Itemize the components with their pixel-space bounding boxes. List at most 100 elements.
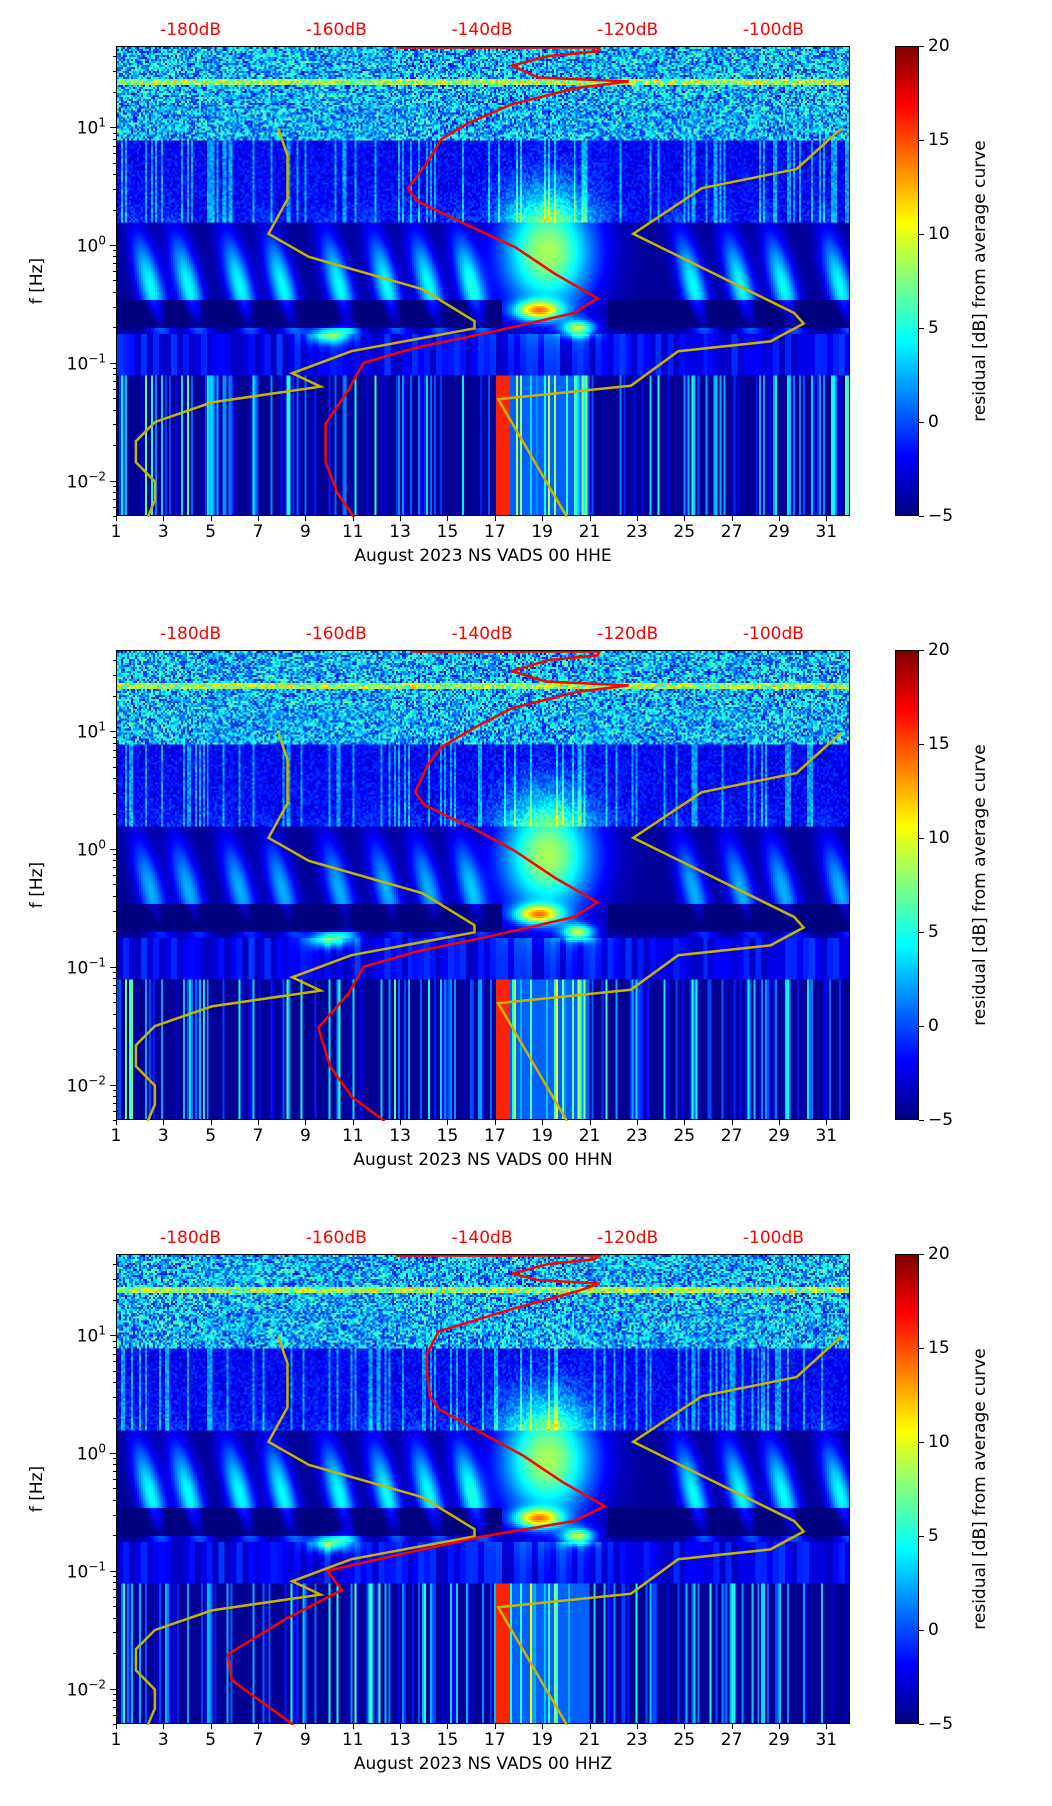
x-tick-label: 21 — [578, 522, 601, 542]
x-tick-mark — [305, 1120, 307, 1125]
high-noise-model-curve — [496, 127, 843, 517]
top-axis-db-label: -100dB — [742, 1228, 804, 1248]
x-tick-label: 11 — [341, 1730, 364, 1750]
y-axis-label: f [Hz] — [27, 257, 48, 305]
x-tick-mark — [352, 516, 354, 521]
y-minor-tick — [113, 1120, 116, 1121]
x-tick-label: 23 — [626, 1126, 648, 1146]
y-minor-tick — [113, 792, 116, 794]
y-minor-tick — [113, 1479, 116, 1481]
y-minor-tick — [113, 1471, 116, 1473]
y-minor-tick — [113, 132, 116, 134]
x-tick-label: 17 — [484, 1730, 506, 1750]
y-minor-tick — [113, 368, 116, 370]
y-minor-tick — [113, 1028, 116, 1030]
x-tick-mark — [352, 1120, 354, 1125]
curves-overlay — [134, 1255, 843, 1725]
y-minor-tick — [113, 388, 116, 390]
y-minor-tick — [113, 138, 116, 140]
x-tick-mark — [636, 1120, 638, 1125]
y-tick-label: 10−2 — [67, 1677, 106, 1700]
y-minor-tick — [113, 742, 116, 744]
average-psd-curve — [324, 47, 629, 517]
x-tick-label: 3 — [157, 1126, 169, 1146]
y-minor-tick — [113, 1264, 116, 1266]
y-minor-tick — [113, 895, 116, 897]
x-tick-label: 15 — [436, 522, 459, 542]
y-tick-label: 100 — [77, 1442, 106, 1465]
x-tick-mark — [447, 1120, 449, 1125]
y-tick-base: 10 — [66, 958, 89, 979]
x-tick-label: 31 — [815, 1126, 838, 1146]
y-minor-tick — [113, 972, 116, 974]
colorbar-tick-mark — [919, 46, 924, 47]
y-minor-tick — [113, 1464, 116, 1466]
y-tick-mark — [110, 1335, 116, 1337]
x-tick-mark — [258, 1120, 260, 1125]
x-tick-mark — [163, 516, 165, 521]
x-tick-label: 13 — [389, 1126, 411, 1146]
y-tick-mark — [110, 1453, 116, 1455]
colorbar-tick-label: 10 — [928, 1432, 950, 1452]
y-minor-tick — [113, 978, 116, 980]
x-tick-label: 21 — [578, 1730, 601, 1750]
y-minor-tick — [113, 1576, 116, 1578]
y-tick-label: 101 — [77, 720, 106, 743]
x-tick-mark — [494, 516, 496, 521]
y-minor-tick — [113, 1606, 116, 1608]
y-minor-tick — [113, 660, 116, 662]
y-minor-tick — [113, 1102, 116, 1104]
y-minor-tick — [113, 749, 116, 751]
colorbar-tick-label: 5 — [928, 318, 939, 338]
x-tick-mark — [210, 1120, 212, 1125]
x-tick-mark — [116, 1120, 117, 1125]
y-tick-exponent: −1 — [88, 1559, 106, 1574]
x-tick-mark — [778, 516, 780, 521]
y-minor-tick — [113, 280, 116, 282]
y-axis-label: f [Hz] — [27, 1465, 48, 1513]
y-tick-base: 10 — [66, 1679, 89, 1700]
colorbar-tick-mark — [919, 1536, 924, 1537]
x-tick-label: 17 — [484, 1126, 506, 1146]
colorbar-tick-mark — [919, 744, 924, 745]
x-tick-label: 19 — [531, 522, 554, 542]
y-minor-tick — [113, 1346, 116, 1348]
y-tick-exponent: −1 — [88, 351, 106, 366]
y-minor-tick — [113, 931, 116, 933]
x-tick-label: 29 — [768, 522, 790, 542]
y-minor-tick — [113, 675, 116, 677]
x-tick-mark — [258, 1724, 260, 1729]
y-tick-exponent: 1 — [98, 1323, 106, 1338]
top-axis-db-label: -140dB — [451, 20, 513, 40]
x-tick-label: 25 — [673, 1126, 696, 1146]
colorbar-tick-label: −5 — [928, 1714, 954, 1734]
colorbar-tick-label: 5 — [928, 922, 939, 942]
y-axis-label: f [Hz] — [27, 861, 48, 909]
plot-area — [116, 1254, 850, 1725]
x-tick-label: 23 — [626, 1730, 648, 1750]
colorbar — [895, 650, 919, 1120]
low-noise-model-curve — [134, 1335, 476, 1725]
x-tick-mark — [636, 1724, 638, 1729]
x-tick-label: 11 — [341, 1126, 364, 1146]
colorbar-tick-mark — [919, 140, 924, 141]
x-tick-label: 29 — [768, 1730, 790, 1750]
x-tick-mark — [447, 1724, 449, 1729]
y-tick-mark — [110, 849, 116, 851]
y-tick-base: 10 — [66, 354, 89, 375]
curves-overlay — [134, 47, 843, 517]
y-minor-tick — [113, 1535, 116, 1537]
y-tick-base: 10 — [66, 1075, 89, 1096]
y-minor-tick — [113, 985, 116, 987]
y-tick-mark — [110, 480, 116, 482]
top-axis-db-label: -160dB — [305, 20, 367, 40]
colorbar-tick-label: 20 — [928, 640, 950, 660]
y-tick-label: 10−2 — [67, 1073, 106, 1096]
spectrogram-panel-2: 1 3 5 7 9 11 13 15 17 19 21 23 25 27 29 31 -180dB -160dB -… — [0, 624, 1052, 1250]
x-tick-label: 17 — [484, 522, 506, 542]
y-minor-tick — [113, 1617, 116, 1619]
y-minor-tick — [113, 1340, 116, 1342]
x-tick-mark — [116, 516, 117, 521]
x-tick-mark — [305, 1724, 307, 1729]
y-minor-tick — [113, 1049, 116, 1051]
